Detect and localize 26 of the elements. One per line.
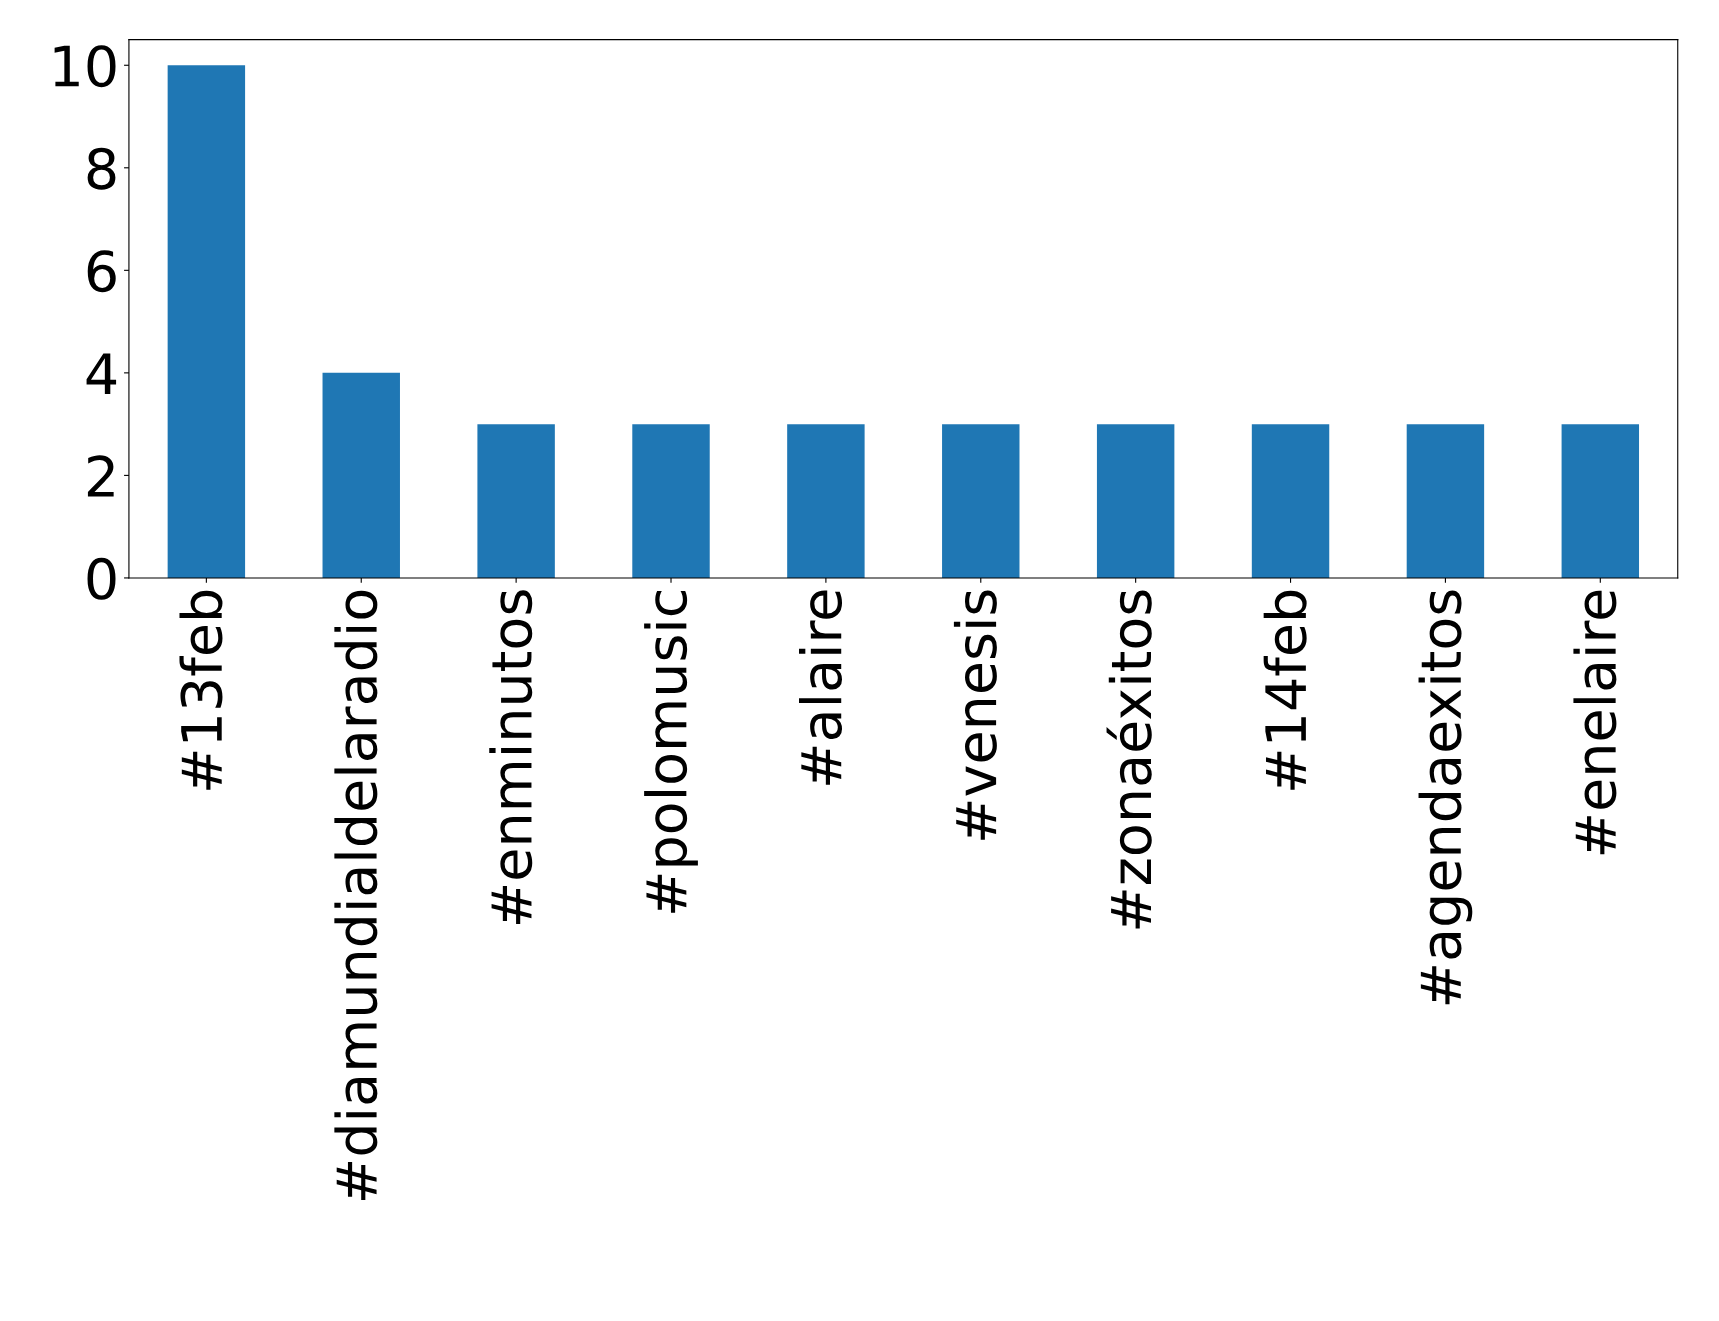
bar (1561, 424, 1640, 578)
bar (1406, 424, 1485, 578)
bar (632, 424, 710, 578)
y-tick-label: 6 (87, 250, 116, 293)
x-tick-label: #enminutos (489, 590, 533, 924)
y-tick-label: 4 (86, 353, 117, 394)
y-tick-label: 10 (54, 45, 116, 88)
bar (167, 65, 246, 578)
bar (477, 424, 555, 578)
x-tick-label: #diamundialdelaradio (334, 590, 378, 1200)
x-tick-label: #enelaire (1573, 590, 1617, 855)
x-tick-label: #zonaéxitos (1106, 590, 1152, 929)
y-tick-label: 2 (87, 455, 114, 497)
x-tick-label: #venesis (953, 590, 997, 840)
y-tick-label: 0 (87, 557, 116, 600)
x-tick-label: #polomusic (644, 591, 698, 913)
bar (1096, 424, 1175, 578)
x-tick-label: #agendaexitos (1418, 590, 1473, 1005)
x-tick-label: #14feb (1263, 590, 1307, 790)
bar (1251, 424, 1330, 578)
bar (322, 372, 400, 578)
x-tick-label: #alaire (799, 590, 843, 785)
x-tick-label: #13feb (179, 590, 223, 790)
y-tick-label: 8 (87, 147, 116, 190)
bar (942, 424, 1020, 578)
bar (787, 424, 865, 578)
